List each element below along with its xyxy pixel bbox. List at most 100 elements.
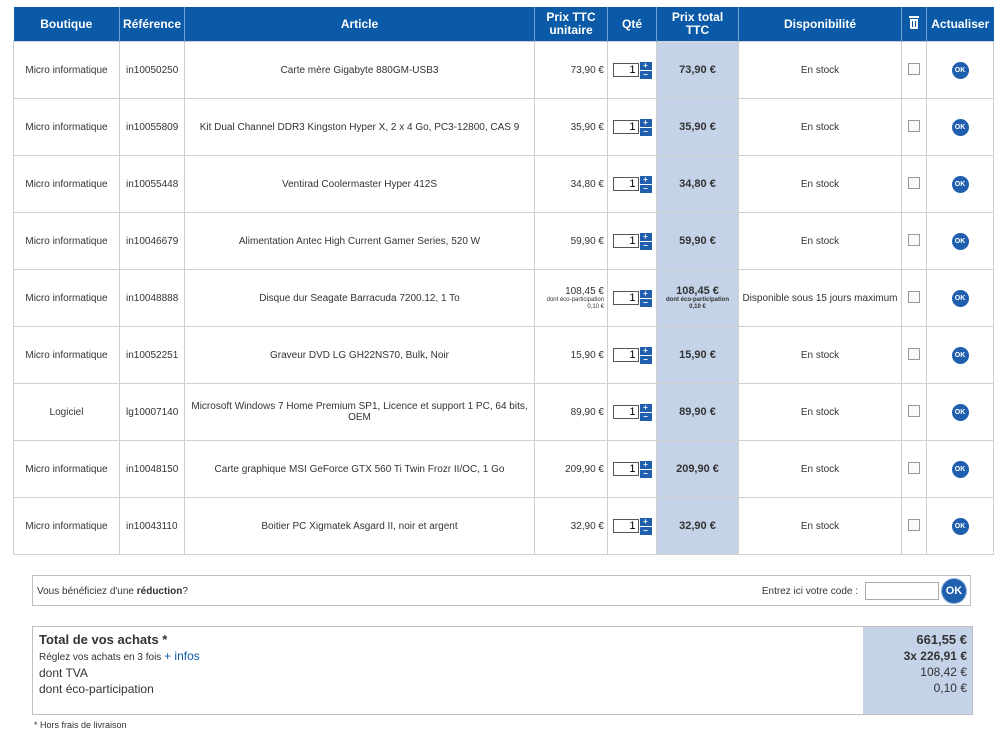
product-reference: in10043110 — [126, 520, 178, 532]
delete-checkbox[interactable] — [908, 518, 920, 531]
promo-text-bold: réduction — [136, 586, 183, 597]
stepper-buttons: + − — [639, 289, 652, 307]
cell-shop: Micro informatique — [13, 155, 120, 213]
decrement-button[interactable]: − — [639, 241, 652, 250]
totals-labels: Total de vos achats * Réglez vos achats … — [39, 631, 200, 697]
increment-button[interactable]: + — [639, 175, 652, 184]
delete-checkbox[interactable] — [908, 290, 920, 303]
cell-refresh: OK — [926, 440, 994, 498]
decrement-button[interactable]: − — [639, 412, 652, 421]
delete-checkbox[interactable] — [908, 62, 920, 75]
quantity-input[interactable] — [612, 519, 639, 533]
promo-ok-button[interactable]: OK — [942, 579, 966, 603]
total-eco-value: 0,10 € — [689, 303, 706, 310]
cell-total: 89,90 € — [656, 383, 739, 441]
quantity-input[interactable] — [612, 348, 639, 362]
shop-name: Logiciel — [49, 406, 84, 418]
quantity-input[interactable] — [612, 291, 639, 305]
increment-button[interactable]: + — [639, 118, 652, 127]
availability-text: En stock — [800, 520, 840, 532]
product-name[interactable]: Alimentation Antec High Current Gamer Se… — [238, 235, 481, 247]
product-name[interactable]: Carte graphique MSI GeForce GTX 560 Ti T… — [214, 463, 505, 475]
increment-button[interactable]: + — [639, 403, 652, 412]
increment-button[interactable]: + — [639, 232, 652, 241]
delete-checkbox[interactable] — [908, 119, 920, 132]
cell-article: Boitier PC Xigmatek Asgard II, noir et a… — [184, 497, 535, 555]
decrement-button[interactable]: − — [639, 469, 652, 478]
shop-name: Micro informatique — [25, 178, 108, 190]
cell-total: 35,90 € — [656, 98, 739, 156]
quantity-input[interactable] — [612, 63, 639, 77]
header-refresh: Actualiser — [926, 7, 994, 42]
eco-amount: 0,10 € — [933, 681, 967, 695]
product-reference: in10050250 — [126, 64, 179, 76]
cell-availability: Disponible sous 15 jours maximum — [738, 269, 902, 327]
unit-eco-label: dont éco-participation — [546, 296, 604, 303]
header-availability: Disponibilité — [738, 7, 902, 42]
cell-reference: in10050250 — [119, 41, 185, 99]
order-totals: Total de vos achats * Réglez vos achats … — [32, 626, 973, 715]
product-name[interactable]: Kit Dual Channel DDR3 Kingston Hyper X, … — [199, 121, 520, 133]
quantity-input[interactable] — [612, 234, 639, 248]
refresh-ok-button[interactable]: OK — [951, 289, 969, 307]
product-name[interactable]: Graveur DVD LG GH22NS70, Bulk, Noir — [270, 349, 449, 361]
line-total: 32,90 € — [679, 519, 716, 532]
refresh-ok-button[interactable]: OK — [951, 517, 969, 535]
cart-row: Micro informatique in10052251 Graveur DV… — [13, 326, 994, 384]
cell-article: Disque dur Seagate Barracuda 7200.12, 1 … — [184, 269, 535, 327]
delete-checkbox[interactable] — [908, 176, 920, 189]
increment-button[interactable]: + — [639, 61, 652, 70]
refresh-ok-button[interactable]: OK — [951, 346, 969, 364]
decrement-button[interactable]: − — [639, 184, 652, 193]
quantity-stepper: + − — [612, 232, 652, 250]
installments-amount: 3x 226,91 € — [903, 649, 967, 663]
quantity-stepper: + − — [612, 403, 652, 421]
cart-table: Boutique Référence Article Prix TTC unit… — [13, 7, 994, 555]
installments-info-link[interactable]: + infos — [164, 649, 200, 663]
refresh-ok-button[interactable]: OK — [951, 61, 969, 79]
refresh-ok-button[interactable]: OK — [951, 175, 969, 193]
delete-checkbox[interactable] — [908, 233, 920, 246]
decrement-button[interactable]: − — [639, 70, 652, 79]
cell-availability: En stock — [738, 41, 902, 99]
cell-article: Ventirad Coolermaster Hyper 412S — [184, 155, 535, 213]
decrement-button[interactable]: − — [639, 355, 652, 364]
quantity-input[interactable] — [612, 462, 639, 476]
cell-unit-price: 59,90 € — [534, 212, 608, 270]
decrement-button[interactable]: − — [639, 127, 652, 136]
increment-button[interactable]: + — [639, 289, 652, 298]
refresh-ok-button[interactable]: OK — [951, 460, 969, 478]
product-name[interactable]: Microsoft Windows 7 Home Premium SP1, Li… — [191, 401, 528, 423]
quantity-input[interactable] — [612, 405, 639, 419]
cell-refresh: OK — [926, 383, 994, 441]
increment-button[interactable]: + — [639, 517, 652, 526]
cell-unit-price: 35,90 € — [534, 98, 608, 156]
promo-code-input[interactable] — [865, 582, 939, 600]
delete-checkbox[interactable] — [908, 461, 920, 474]
product-name[interactable]: Disque dur Seagate Barracuda 7200.12, 1 … — [259, 292, 460, 304]
unit-price: 73,90 € — [570, 64, 604, 76]
delete-checkbox[interactable] — [908, 404, 920, 417]
decrement-button[interactable]: − — [639, 526, 652, 535]
unit-eco-value: 0,10 € — [587, 303, 604, 310]
cell-qty: + − — [607, 497, 657, 555]
refresh-ok-button[interactable]: OK — [951, 403, 969, 421]
decrement-button[interactable]: − — [639, 298, 652, 307]
cart-row: Micro informatique in10055448 Ventirad C… — [13, 155, 994, 213]
increment-button[interactable]: + — [639, 460, 652, 469]
product-name[interactable]: Carte mère Gigabyte 880GM-USB3 — [280, 64, 439, 76]
shop-name: Micro informatique — [25, 64, 108, 76]
cell-total: 59,90 € — [656, 212, 739, 270]
increment-button[interactable]: + — [639, 346, 652, 355]
quantity-input[interactable] — [612, 120, 639, 134]
cell-delete — [901, 497, 927, 555]
quantity-input[interactable] — [612, 177, 639, 191]
stepper-buttons: + − — [639, 61, 652, 79]
refresh-ok-button[interactable]: OK — [951, 118, 969, 136]
product-name[interactable]: Boitier PC Xigmatek Asgard II, noir et a… — [261, 520, 458, 532]
product-name[interactable]: Ventirad Coolermaster Hyper 412S — [281, 178, 438, 190]
cell-unit-price: 15,90 € — [534, 326, 608, 384]
cell-article: Kit Dual Channel DDR3 Kingston Hyper X, … — [184, 98, 535, 156]
delete-checkbox[interactable] — [908, 347, 920, 360]
refresh-ok-button[interactable]: OK — [951, 232, 969, 250]
